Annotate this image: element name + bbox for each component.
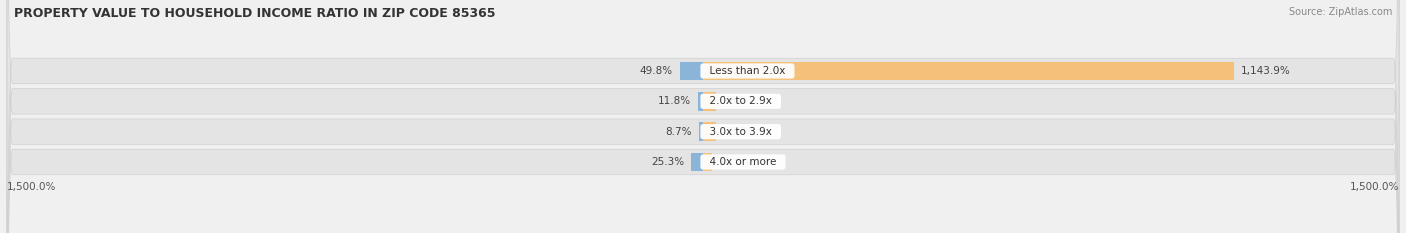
Bar bbox=[699, 122, 703, 141]
Bar bbox=[703, 153, 711, 171]
FancyBboxPatch shape bbox=[7, 0, 1399, 233]
Text: 25.3%: 25.3% bbox=[651, 157, 685, 167]
Text: 3.0x to 3.9x: 3.0x to 3.9x bbox=[703, 127, 779, 137]
Bar bbox=[697, 92, 703, 111]
Text: 1,500.0%: 1,500.0% bbox=[7, 182, 56, 192]
Bar bbox=[703, 62, 1233, 80]
Text: 8.7%: 8.7% bbox=[665, 127, 692, 137]
FancyBboxPatch shape bbox=[7, 0, 1399, 233]
Text: 2.0x to 2.9x: 2.0x to 2.9x bbox=[703, 96, 779, 106]
FancyBboxPatch shape bbox=[7, 0, 1399, 233]
Text: 28.3%: 28.3% bbox=[723, 127, 756, 137]
Text: 11.8%: 11.8% bbox=[658, 96, 690, 106]
Bar bbox=[703, 122, 716, 141]
Text: 4.0x or more: 4.0x or more bbox=[703, 157, 783, 167]
Text: 1,500.0%: 1,500.0% bbox=[1350, 182, 1399, 192]
FancyBboxPatch shape bbox=[7, 0, 1399, 233]
Bar bbox=[703, 92, 716, 111]
Bar bbox=[692, 153, 703, 171]
Text: 28.7%: 28.7% bbox=[723, 96, 756, 106]
Text: PROPERTY VALUE TO HOUSEHOLD INCOME RATIO IN ZIP CODE 85365: PROPERTY VALUE TO HOUSEHOLD INCOME RATIO… bbox=[14, 7, 495, 20]
Text: Less than 2.0x: Less than 2.0x bbox=[703, 66, 792, 76]
Text: 1,143.9%: 1,143.9% bbox=[1240, 66, 1291, 76]
Text: 18.8%: 18.8% bbox=[718, 157, 752, 167]
Text: Source: ZipAtlas.com: Source: ZipAtlas.com bbox=[1288, 7, 1392, 17]
Bar bbox=[681, 62, 703, 80]
Text: 49.8%: 49.8% bbox=[640, 66, 673, 76]
